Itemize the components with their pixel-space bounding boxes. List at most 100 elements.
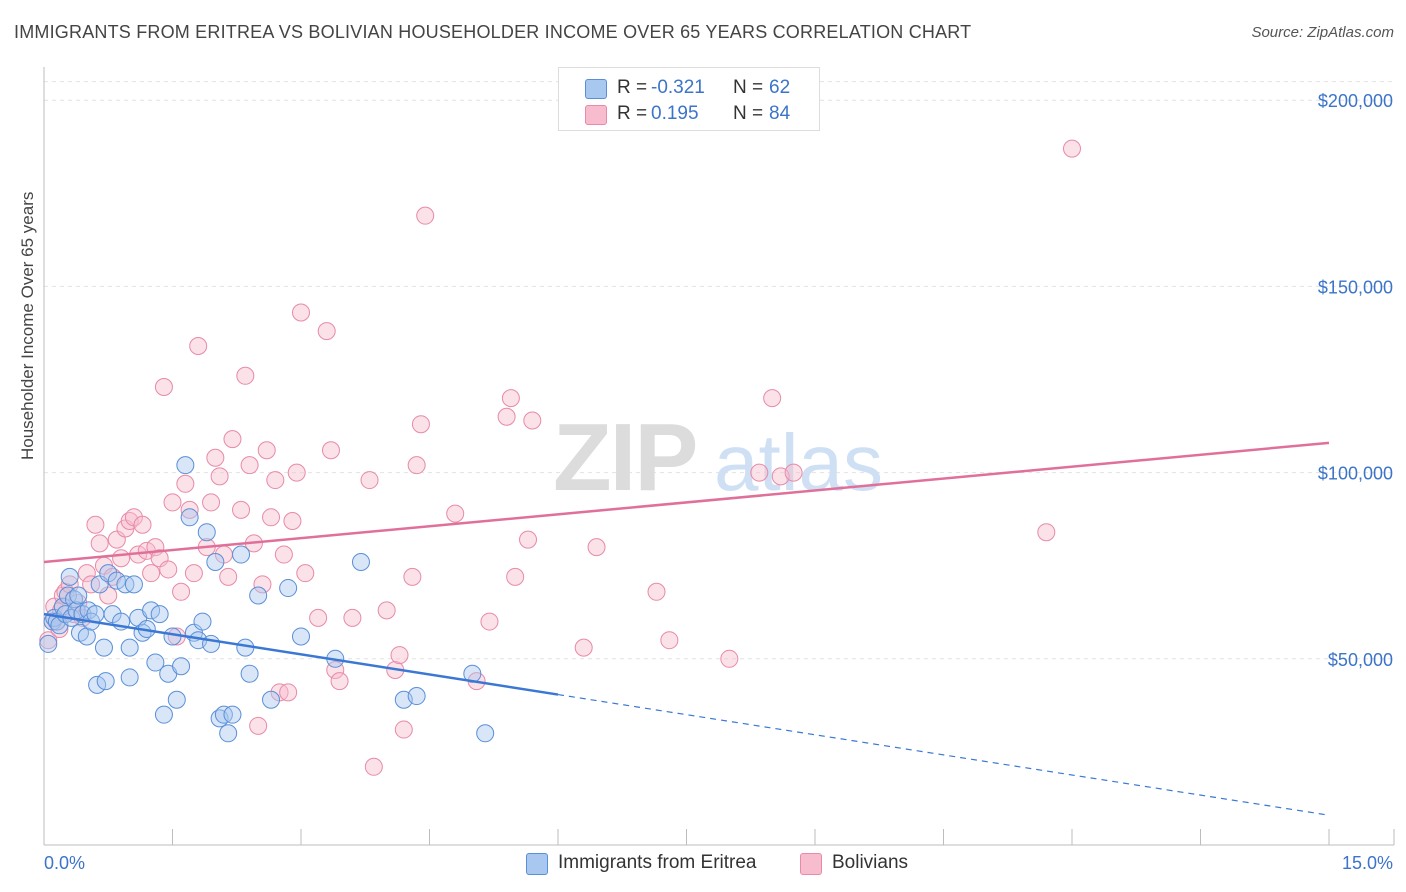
bolivians-point [784,463,803,482]
eritrea-point [88,675,107,694]
eritrea-point [60,567,79,586]
bolivians-point [112,549,131,568]
bolivians-point [86,515,105,534]
eritrea-point [262,690,281,709]
eritrea-point [94,638,113,657]
bolivians-point [763,389,782,408]
bolivians-point [206,448,225,467]
eritrea-point [39,634,58,653]
bolivians-point [253,575,272,594]
eritrea-point [232,545,251,564]
bolivians-point [377,601,396,620]
bolivians-point [223,430,242,449]
bolivians-point [750,463,769,482]
bolivians-point [77,564,96,583]
bolivians-point [587,538,606,557]
bolivians-point [407,456,426,475]
bolivians-swatch [585,105,607,125]
bolivians-point [394,720,413,739]
bolivians-point [506,567,525,586]
bolivians-point [133,515,152,534]
bolivians-point [39,631,58,650]
eritrea-point [163,627,182,646]
bolivians-point [647,582,666,601]
eritrea-point [150,605,169,624]
bolivians-legend-swatch [800,853,822,875]
eritrea-point [124,575,143,594]
bolivians-point [523,411,542,430]
bolivians-point [279,683,298,702]
watermark-zip: ZIP [553,404,696,511]
eritrea-points [39,456,495,743]
bolivians-point [154,377,173,396]
bolivians-legend-label: Bolivians [832,852,909,873]
bolivians-point [720,649,739,668]
chart-title: IMMIGRANTS FROM ERITREA VS BOLIVIAN HOUS… [14,22,972,42]
eritrea-point [77,627,96,646]
bolivians-point [360,471,379,490]
bolivians-point [232,500,251,519]
bolivians-point [159,560,178,579]
bolivians-point [189,337,208,356]
bolivians-point [364,757,383,776]
eritrea-point [202,634,221,653]
eritrea-point [193,612,212,631]
n-value: 62 [769,77,791,98]
eritrea-legend-label: Immigrants from Eritrea [558,852,757,873]
r-label: R = [617,103,648,124]
n-value: 84 [769,103,791,124]
bolivians-point [274,545,293,564]
eritrea-trend-extension [557,693,1330,816]
trend-lines [43,441,1330,816]
eritrea-point [120,638,139,657]
bolivians-point [321,441,340,460]
y-tick-label: $100,000 [1318,464,1393,484]
bolivians-point [180,500,199,519]
bolivians-point [403,567,422,586]
eritrea-point [172,657,191,676]
bolivians-point [210,467,229,486]
eritrea-point [206,552,225,571]
eritrea-trend-line [43,612,559,696]
bolivians-point [257,441,276,460]
eritrea-swatch [585,79,607,99]
eritrea-point [167,690,186,709]
bolivians-point [519,530,538,549]
eritrea-point [96,672,115,691]
y-tick-label: $50,000 [1328,650,1393,670]
eritrea-point [120,668,139,687]
n-label: N = [733,77,764,98]
bolivians-point [249,716,268,735]
y-tick-label: $150,000 [1318,277,1393,297]
bolivians-point [184,564,203,583]
bolivians-point [292,303,310,322]
bolivians-point [163,493,182,512]
x-tick-label: 15.0% [1342,853,1393,873]
eritrea-point [107,571,126,590]
bolivians-point [660,631,679,650]
eritrea-point [176,456,195,475]
bolivians-point [480,612,499,631]
n-label: N = [733,103,764,124]
bolivians-point [296,564,315,583]
eritrea-point [219,724,238,743]
bolivians-trend-line [43,441,1330,564]
y-tick-label: $200,000 [1318,91,1393,111]
bolivians-point [176,474,195,493]
watermark: ZIP atlas [553,404,883,511]
r-label: R = [617,77,648,98]
bolivians-point [343,608,362,627]
bolivians-point [416,206,435,225]
bolivians-point [317,322,336,341]
bolivians-point [497,407,516,426]
eritrea-point [476,724,495,743]
bolivians-point [446,504,465,523]
axes [43,67,1395,846]
watermark-atlas: atlas [714,418,883,507]
bolivians-point [219,567,238,586]
bolivians-point [411,415,430,434]
x-tick-label: 0.0% [44,853,85,873]
bolivians-point [287,463,306,482]
eritrea-point [240,664,259,683]
